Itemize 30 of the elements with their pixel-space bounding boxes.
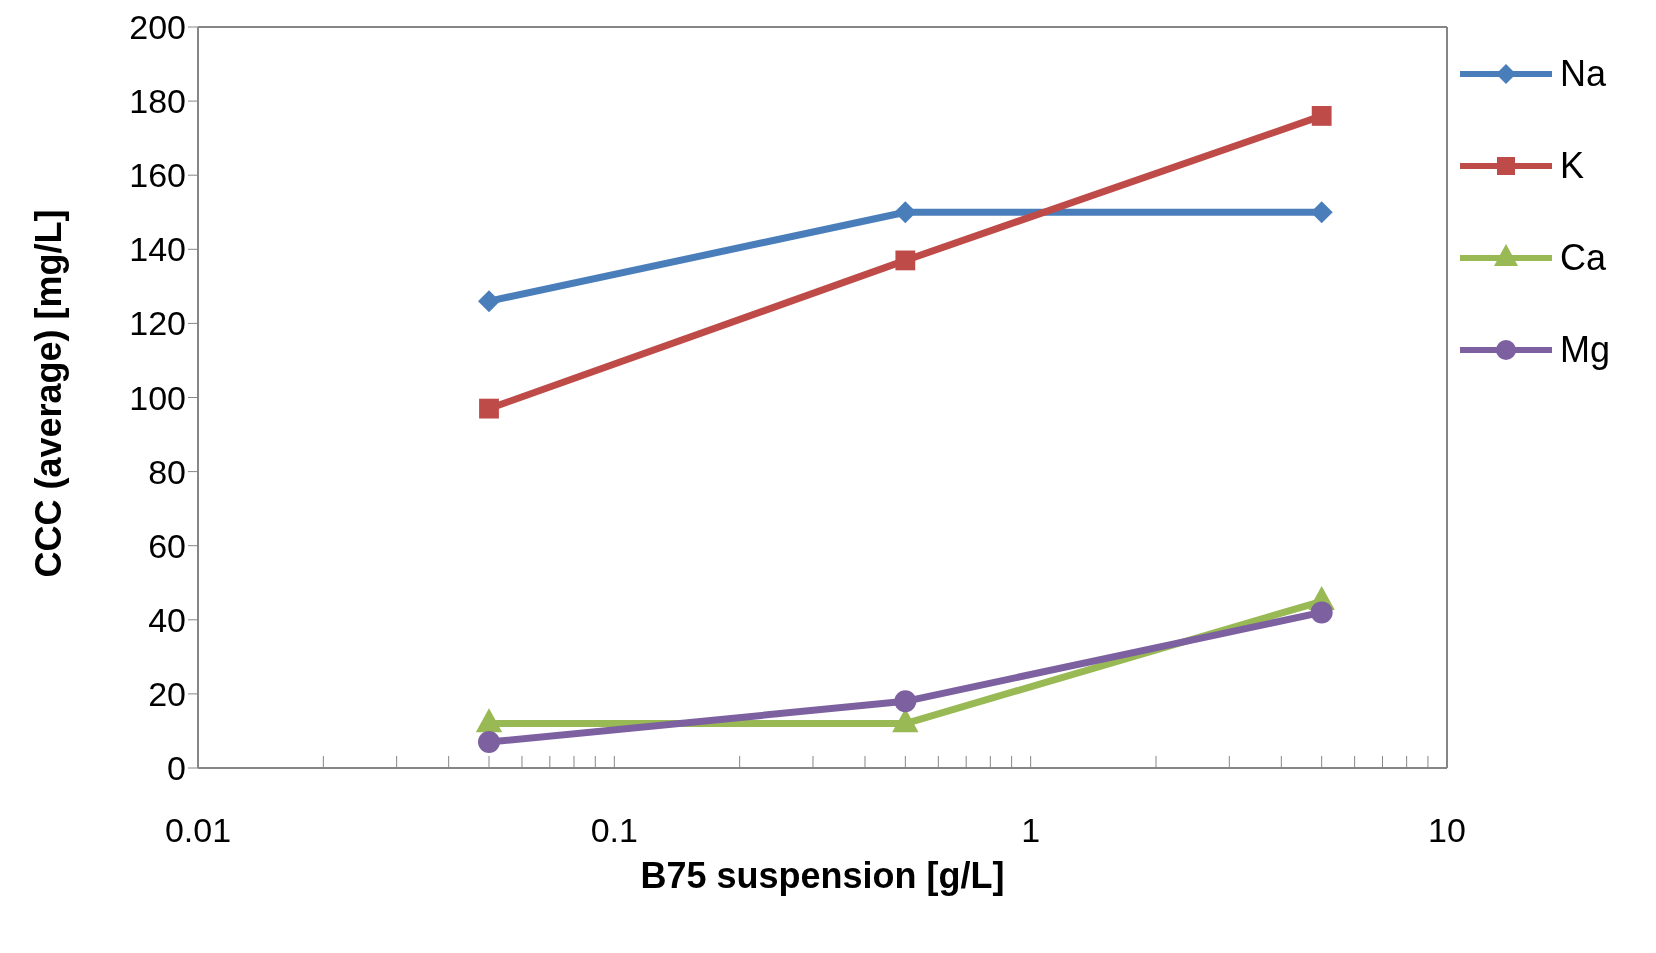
point [894, 201, 917, 224]
point [479, 398, 499, 419]
y-tick-label: 60 [148, 526, 186, 565]
x-tick-label: 10 [1428, 811, 1466, 850]
legend-label: Na [1560, 53, 1607, 95]
x-axis-title: B75 suspension [g/L] [640, 855, 1005, 896]
legend-label: Ca [1560, 237, 1607, 279]
point [895, 250, 916, 271]
y-tick-label: 140 [129, 230, 186, 269]
x-tick-label: 0.1 [590, 811, 638, 850]
y-tick-label: 80 [148, 452, 186, 491]
y-tick-label: 40 [148, 600, 186, 639]
point [1310, 601, 1333, 624]
point [1310, 201, 1333, 224]
y-tick-label: 0 [167, 749, 186, 788]
y-tick-label: 20 [148, 674, 186, 713]
y-axis-title: CCC (average) [mg/L] [27, 209, 69, 578]
point [478, 731, 501, 754]
point [1311, 106, 1332, 126]
x-tick-label: 0.01 [164, 811, 232, 850]
legend-label: K [1560, 145, 1585, 187]
y-tick-label: 100 [129, 378, 186, 417]
point [478, 290, 500, 313]
legend-label: Mg [1560, 329, 1611, 371]
y-tick-label: 120 [129, 304, 186, 343]
point [894, 690, 917, 713]
y-tick-label: 200 [129, 8, 186, 47]
y-tick-label: 160 [129, 156, 186, 195]
y-tick-label: 180 [129, 82, 186, 121]
x-tick-label: 1 [1021, 811, 1041, 850]
